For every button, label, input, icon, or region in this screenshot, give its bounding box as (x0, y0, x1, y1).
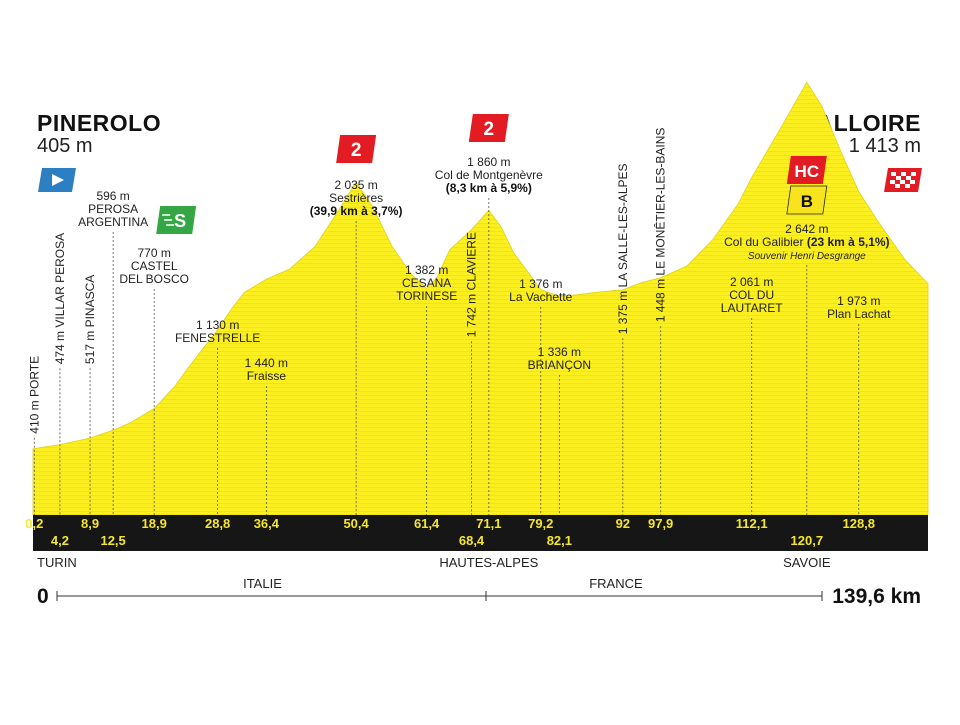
region-label: HAUTES-ALPES (439, 555, 538, 570)
point-labels: 410 m PORTE 474 m VILLAR PEROSA 517 m PINA… (27, 128, 891, 434)
finish-checkered-flag-icon (884, 168, 922, 192)
country-label: FRANCE (589, 576, 643, 591)
km-tick-label: 28,8 (205, 516, 230, 531)
point-label-line: LAUTARET (721, 301, 783, 315)
km-tick-label: 120,7 (791, 533, 824, 548)
point-label-line: Col de Montgenèvre (435, 168, 543, 182)
point-label-line: ARGENTINA (78, 215, 148, 229)
svg-text:2: 2 (484, 119, 495, 140)
point-label-line: CESANA (402, 276, 451, 290)
point-label-line: Fraisse (247, 369, 287, 383)
km-tick-label: 18,9 (142, 516, 167, 531)
km-tick-label: 12,5 (100, 533, 125, 548)
vertical-point-label: 410 m PORTE (27, 356, 41, 434)
hors-categorie-icon: HC (786, 156, 827, 184)
region-labels: TURIN HAUTES-ALPES SAVOIE (37, 555, 831, 570)
start-town-name: PINEROLO (37, 110, 161, 136)
point-label-line: 2 061 m (730, 275, 773, 289)
km-tick-label: 112,1 (736, 516, 768, 531)
km-band (33, 515, 928, 551)
category-2-icon: 2 (336, 135, 377, 163)
country-labels: ITALIE FRANCE (243, 576, 643, 591)
point-label-line: PEROSA (88, 202, 138, 216)
point-label-line: (8,3 km à 5,9%) (446, 181, 532, 195)
point-label-line: (39,9 km à 3,7%) (310, 204, 403, 218)
climb-badges: S 2 2 HC B (156, 114, 828, 234)
km-tick-label: 79,2 (528, 516, 553, 531)
bonus-icon: B (786, 185, 828, 215)
svg-text:S: S (174, 211, 186, 231)
svg-text:2: 2 (351, 140, 362, 161)
vertical-point-label: 1 448 m LE MONÊTIER-LES-BAINS (653, 128, 668, 323)
point-label-line: Plan Lachat (827, 307, 891, 321)
km-tick-label: 50,4 (343, 516, 369, 531)
point-label-line: Col du Galibier (23 km à 5,1%) (724, 235, 889, 249)
finish-altitude: 1 413 m (849, 135, 921, 157)
km-tick-label: 97,9 (648, 516, 673, 531)
vertical-point-label: 517 m PINASCA (83, 275, 97, 364)
axis-start-label: 0 (37, 585, 49, 608)
start-altitude: 405 m (37, 135, 93, 157)
category-2-icon: 2 (468, 114, 509, 142)
point-label-line: 1 382 m (405, 263, 448, 277)
point-label-line: TORINESE (396, 289, 457, 303)
vertical-point-label: 1 742 m CLAVIERE (465, 232, 479, 337)
point-label-line: 1 440 m (245, 356, 288, 370)
axis-end-label: 139,6 km (832, 585, 921, 608)
point-label-line: 770 m (137, 246, 170, 260)
km-tick-label: 4,2 (51, 533, 69, 548)
km-tick-label: 61,4 (414, 516, 440, 531)
svg-text:HC: HC (795, 162, 820, 181)
profile-layer (32, 81, 929, 516)
point-label-line: La Vachette (509, 290, 572, 304)
point-label-line: 1 130 m (196, 318, 239, 332)
country-label: ITALIE (243, 576, 282, 591)
point-label-line: Sestrières (329, 191, 383, 205)
svg-text:B: B (801, 192, 813, 211)
km-tick-label: 68,4 (459, 533, 485, 548)
point-label-line: 2 642 m (785, 222, 828, 236)
point-label-line: CASTEL (131, 259, 178, 273)
elevation-area (32, 81, 929, 516)
point-label-line: FENESTRELLE (175, 331, 260, 345)
leader-lines (33, 198, 860, 515)
point-label-line: Souvenir Henri Desgrange (748, 251, 866, 262)
sprint-icon: S (156, 206, 197, 234)
point-label-line: 1 973 m (837, 294, 880, 308)
km-tick-label: 0,2 (25, 516, 43, 531)
vertical-point-label: 1 375 m LA SALLE-LES-ALPES (616, 163, 630, 334)
km-tick-label: 82,1 (547, 533, 572, 548)
km-tick-labels: 0,2 4,2 8,912,5 18,9 28,8 36,4 50,4 61,4 71,1 68,… (25, 516, 875, 548)
km-tick-label: 8,9 (81, 516, 99, 531)
km-tick-label: 71,1 (476, 516, 501, 531)
point-label-line: 1 376 m (519, 277, 562, 291)
km-tick-label: 92 (616, 516, 630, 531)
point-label-line: 1 336 m (538, 345, 581, 359)
vertical-point-label: 474 m VILLAR PEROSA (53, 233, 67, 364)
point-label-line: BRIANÇON (528, 358, 591, 372)
start-arrow-icon (38, 168, 76, 192)
region-label: TURIN (37, 555, 77, 570)
point-label-line: 596 m (96, 189, 129, 203)
km-tick-label: 128,8 (842, 516, 875, 531)
point-label-line: 2 035 m (334, 178, 377, 192)
point-label-line: DEL BOSCO (119, 272, 189, 286)
region-label: SAVOIE (783, 555, 831, 570)
point-label-line: 1 860 m (467, 155, 510, 169)
point-label-line: COL DU (729, 288, 774, 302)
km-tick-label: 36,4 (254, 516, 280, 531)
